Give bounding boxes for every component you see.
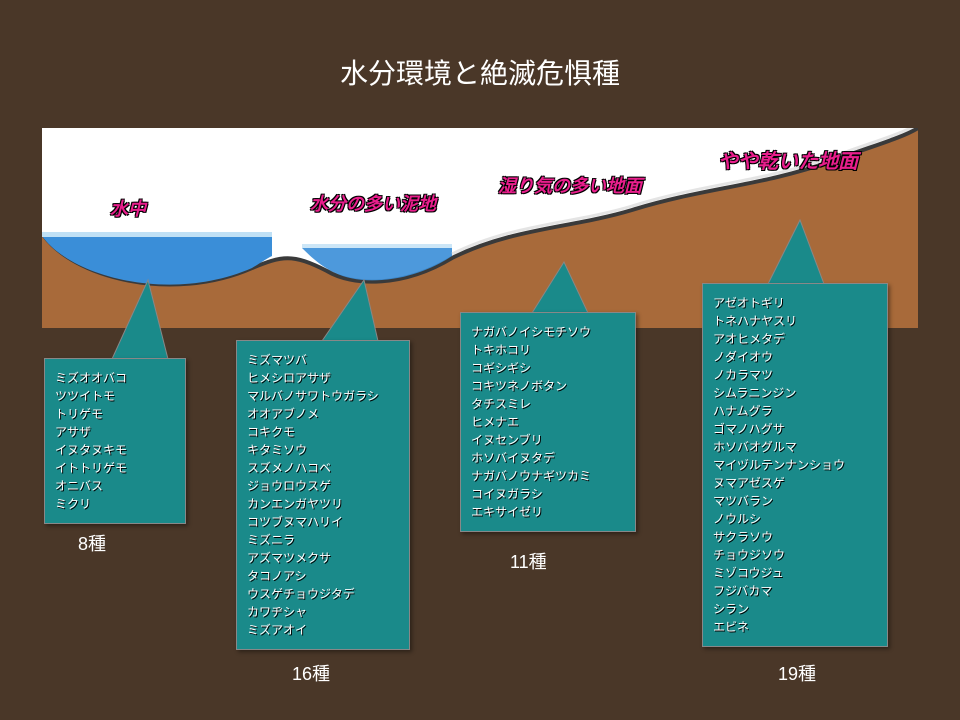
species-item: ゴマノハグサ	[713, 420, 877, 438]
species-item: カンエンガヤツリ	[247, 495, 399, 513]
species-item: ナガバノウナギツカミ	[471, 467, 625, 485]
species-item: オオアブノメ	[247, 405, 399, 423]
species-item: ナガバノイシモチソウ	[471, 323, 625, 341]
species-item: ミズニラ	[247, 531, 399, 549]
species-count-2: 11種	[510, 548, 547, 574]
zone-label-2: 湿り気の多い地面	[498, 172, 642, 198]
species-item: ヌマアゼスゲ	[713, 474, 877, 492]
species-item: ミズマツバ	[247, 351, 399, 369]
species-callout-3: アゼオトギリトネハナヤスリアオヒメタデノダイオウノカラマツシムラニンジンハナムグ…	[702, 283, 888, 647]
zone-label-0: 水中	[110, 195, 146, 221]
species-item: ホソバオグルマ	[713, 438, 877, 456]
species-item: コイヌガラシ	[471, 485, 625, 503]
species-item: マルバノサワトウガラシ	[247, 387, 399, 405]
species-item: ミクリ	[55, 495, 175, 513]
species-count-1: 16種	[292, 660, 330, 686]
species-item: ツツイトモ	[55, 387, 175, 405]
species-item: イヌセンブリ	[471, 431, 625, 449]
species-item: フジバカマ	[713, 582, 877, 600]
species-item: コキツネノボタン	[471, 377, 625, 395]
species-callout-1: ミズマツバヒメシロアサザマルバノサワトウガラシオオアブノメコキクモキタミソウスズ…	[236, 340, 410, 650]
species-item: ジョウロウスゲ	[247, 477, 399, 495]
species-item: ホソバイヌタデ	[471, 449, 625, 467]
zone-label-3: やや乾いた地面	[718, 145, 858, 174]
species-item: トリゲモ	[55, 405, 175, 423]
species-item: ハナムグラ	[713, 402, 877, 420]
species-item: ミズアオイ	[247, 621, 399, 639]
species-item: イヌタヌキモ	[55, 441, 175, 459]
species-item: ウスゲチョウジタデ	[247, 585, 399, 603]
species-item: アズマツメクサ	[247, 549, 399, 567]
species-item: コキクモ	[247, 423, 399, 441]
species-item: コギシギシ	[471, 359, 625, 377]
species-item: シムラニンジン	[713, 384, 877, 402]
species-item: アオヒメタデ	[713, 330, 877, 348]
species-item: アゼオトギリ	[713, 294, 877, 312]
species-item: タチスミレ	[471, 395, 625, 413]
page-title: 水分環境と絶滅危惧種	[0, 52, 960, 92]
species-item: コツブヌマハリイ	[247, 513, 399, 531]
species-item: ノカラマツ	[713, 366, 877, 384]
species-callout-2: ナガバノイシモチソウトキホコリコギシギシコキツネノボタンタチスミレヒメナエイヌセ…	[460, 312, 636, 532]
species-count-0: 8種	[78, 530, 106, 556]
species-item: トキホコリ	[471, 341, 625, 359]
species-item: マツバラン	[713, 492, 877, 510]
species-item: ミゾコウジュ	[713, 564, 877, 582]
zone-label-1: 水分の多い泥地	[310, 190, 436, 216]
species-item: エビネ	[713, 618, 877, 636]
species-count-3: 19種	[778, 660, 816, 686]
species-item: ノダイオウ	[713, 348, 877, 366]
species-item: トネハナヤスリ	[713, 312, 877, 330]
species-item: アサザ	[55, 423, 175, 441]
species-item: スズメノハコベ	[247, 459, 399, 477]
species-item: エキサイゼリ	[471, 503, 625, 521]
species-item: イトトリゲモ	[55, 459, 175, 477]
species-item: タコノアシ	[247, 567, 399, 585]
species-item: サクラソウ	[713, 528, 877, 546]
species-item: シラン	[713, 600, 877, 618]
species-item: キタミソウ	[247, 441, 399, 459]
species-item: ノウルシ	[713, 510, 877, 528]
species-item: カワヂシャ	[247, 603, 399, 621]
species-item: ヒメシロアサザ	[247, 369, 399, 387]
species-item: チョウジソウ	[713, 546, 877, 564]
species-item: マイヅルテンナンショウ	[713, 456, 877, 474]
species-item: ミズオオバコ	[55, 369, 175, 387]
species-callout-0: ミズオオバコツツイトモトリゲモアサザイヌタヌキモイトトリゲモオニバスミクリ	[44, 358, 186, 524]
species-item: ヒメナエ	[471, 413, 625, 431]
species-item: オニバス	[55, 477, 175, 495]
